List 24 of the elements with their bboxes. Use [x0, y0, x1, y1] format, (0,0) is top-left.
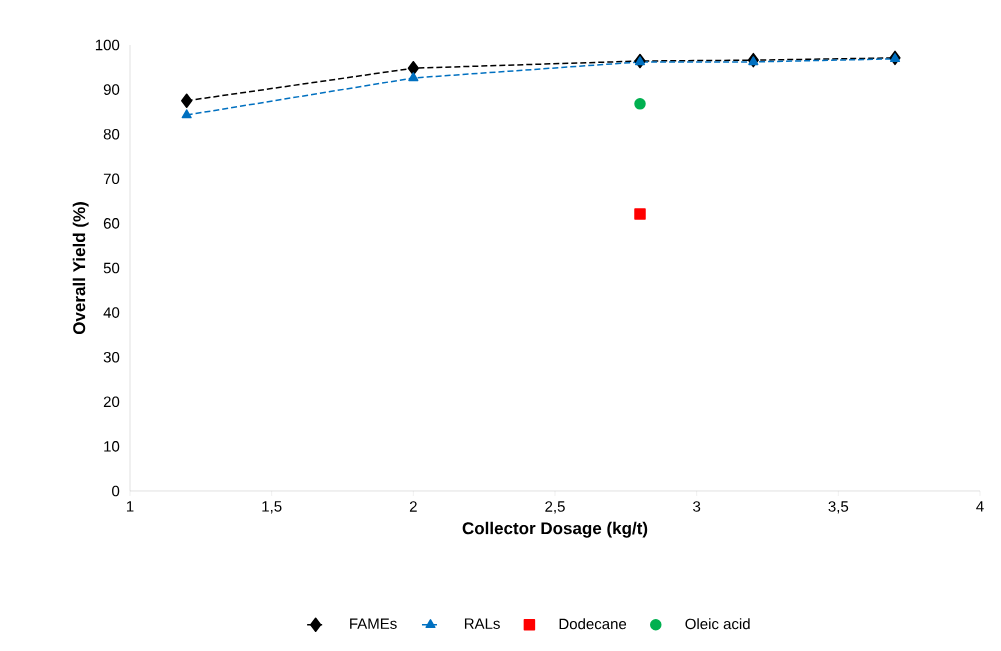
y-tick-label: 10: [104, 441, 120, 452]
x-tick-label: 3: [693, 501, 701, 512]
y-tick-label: 70: [103, 173, 120, 185]
y-tick-label: 0: [112, 485, 120, 497]
legend-label: Dodecane: [559, 618, 627, 630]
legend-label: Oleic acid: [685, 618, 750, 630]
y-tick-label: 60: [103, 218, 120, 229]
x-tick-label: 1: [126, 501, 134, 512]
x-axis-title: Collector Dosage (kg/t): [462, 521, 648, 538]
x-tick-label: 2,5: [545, 501, 565, 514]
legend-label: RALs: [464, 618, 500, 629]
x-tick-label: 3,5: [828, 501, 849, 514]
y-tick-label: 80: [103, 128, 120, 140]
y-tick-label: 50: [103, 262, 120, 274]
y-tick-label: 40: [103, 307, 120, 318]
legend-label: FAMEs: [350, 618, 397, 629]
y-axis-title: Overall Yield (%): [72, 202, 89, 335]
y-tick-label: 100: [95, 39, 120, 51]
y-tick-label: 20: [103, 396, 120, 408]
x-tick-label: 1,5: [262, 501, 282, 514]
x-tick-label: 4: [976, 501, 984, 512]
y-tick-label: 90: [103, 84, 120, 95]
x-tick-label: 2: [409, 501, 417, 512]
y-tick-label: 30: [103, 351, 120, 363]
